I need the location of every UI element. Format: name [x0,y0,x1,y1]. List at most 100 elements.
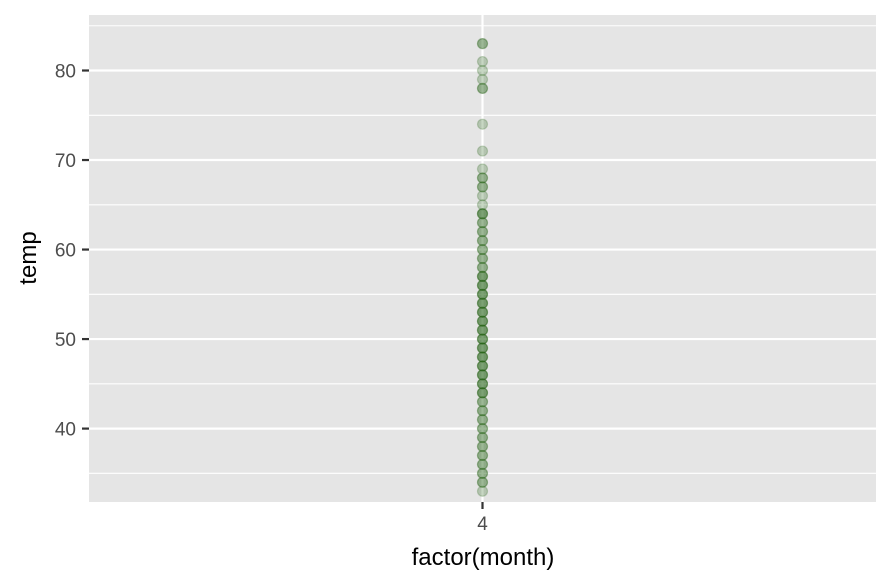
data-point [476,217,489,229]
data-point [476,369,489,381]
data-point [476,378,489,390]
data-point [476,226,489,238]
data-point [476,226,489,238]
data-point [476,342,489,354]
data-point [476,288,489,300]
data-point [476,234,489,247]
y-tick-label: 70 [55,151,76,172]
data-point [476,172,489,184]
data-point [476,387,489,399]
y-tick-label: 50 [55,330,76,351]
data-point [476,181,489,193]
data-point [476,234,489,247]
data-point [476,217,489,229]
data-point [476,414,489,426]
x-axis: 4 [477,502,488,535]
data-point [476,324,489,336]
data-point [476,306,489,318]
data-point [476,38,489,50]
data-point [476,378,489,390]
data-point [476,458,489,471]
y-tick-label: 80 [55,62,76,83]
data-point [476,261,489,274]
data-point [476,252,489,265]
data-point [476,342,489,354]
data-point [476,405,489,417]
x-axis-title: factor(month) [412,544,555,571]
data-point [476,315,489,327]
y-tick-label: 60 [55,241,76,262]
data-point [476,82,489,95]
data-point [476,431,489,444]
data-point [476,243,489,256]
data-point [476,261,489,274]
data-point [476,324,489,336]
data-point [476,467,489,479]
data-point [476,333,489,345]
data-point [476,315,489,327]
data-point [476,324,489,336]
data-point [476,64,489,77]
data-point [476,181,489,193]
data-point [476,431,489,444]
data-point [476,73,489,86]
data-point [476,351,489,363]
data-point [476,360,489,372]
data-point [476,422,489,435]
data-point [476,360,489,372]
data-point [476,360,489,372]
data-point [476,38,489,50]
data-point [476,369,489,381]
data-point [476,414,489,426]
data-point [476,440,489,453]
data-point [476,387,489,399]
data-point [476,297,489,309]
data-point [476,270,489,283]
data-point [476,422,489,435]
data-point [476,297,489,309]
data-point [476,396,489,408]
data-point [476,476,489,488]
data-point [476,369,489,381]
data-point [476,190,489,202]
data-point [476,342,489,354]
data-point [476,279,489,291]
data-point [476,55,489,68]
data-point [476,467,489,479]
data-point [476,163,489,175]
data-point [476,279,489,291]
data-point [476,199,489,211]
data-point [476,208,489,220]
data-point [476,485,489,497]
data-point [476,270,489,283]
data-point [476,378,489,390]
data-point [476,288,489,300]
data-point [476,333,489,345]
data-point [476,297,489,309]
x-tick-label: 4 [477,514,488,535]
data-point [476,288,489,300]
data-point [476,405,489,417]
data-point [476,208,489,220]
data-point [476,449,489,462]
data-point [476,440,489,453]
data-point [476,172,489,184]
y-axis: 40 50 60 70 80 [55,62,89,441]
data-point [476,145,489,157]
data-point [476,333,489,345]
data-point [476,243,489,256]
data-point [476,270,489,283]
y-axis-title: temp [15,231,42,284]
data-points [476,38,489,497]
data-point [476,387,489,399]
data-point [476,306,489,318]
data-point [476,252,489,265]
data-point [476,118,489,130]
data-point [476,476,489,488]
data-point [476,82,489,95]
data-point [476,351,489,363]
data-point [476,449,489,462]
data-point [476,279,489,291]
data-point [476,396,489,408]
